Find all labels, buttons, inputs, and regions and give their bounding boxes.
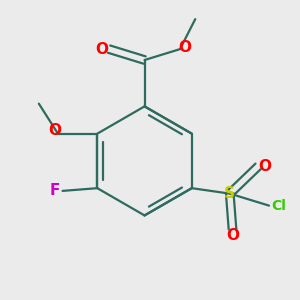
Text: F: F bbox=[49, 183, 60, 198]
Text: O: O bbox=[258, 159, 271, 174]
Text: O: O bbox=[95, 42, 109, 57]
Text: O: O bbox=[49, 123, 62, 138]
Text: S: S bbox=[224, 186, 235, 201]
Text: O: O bbox=[178, 40, 191, 55]
Text: O: O bbox=[226, 228, 239, 243]
Text: Cl: Cl bbox=[272, 199, 286, 213]
